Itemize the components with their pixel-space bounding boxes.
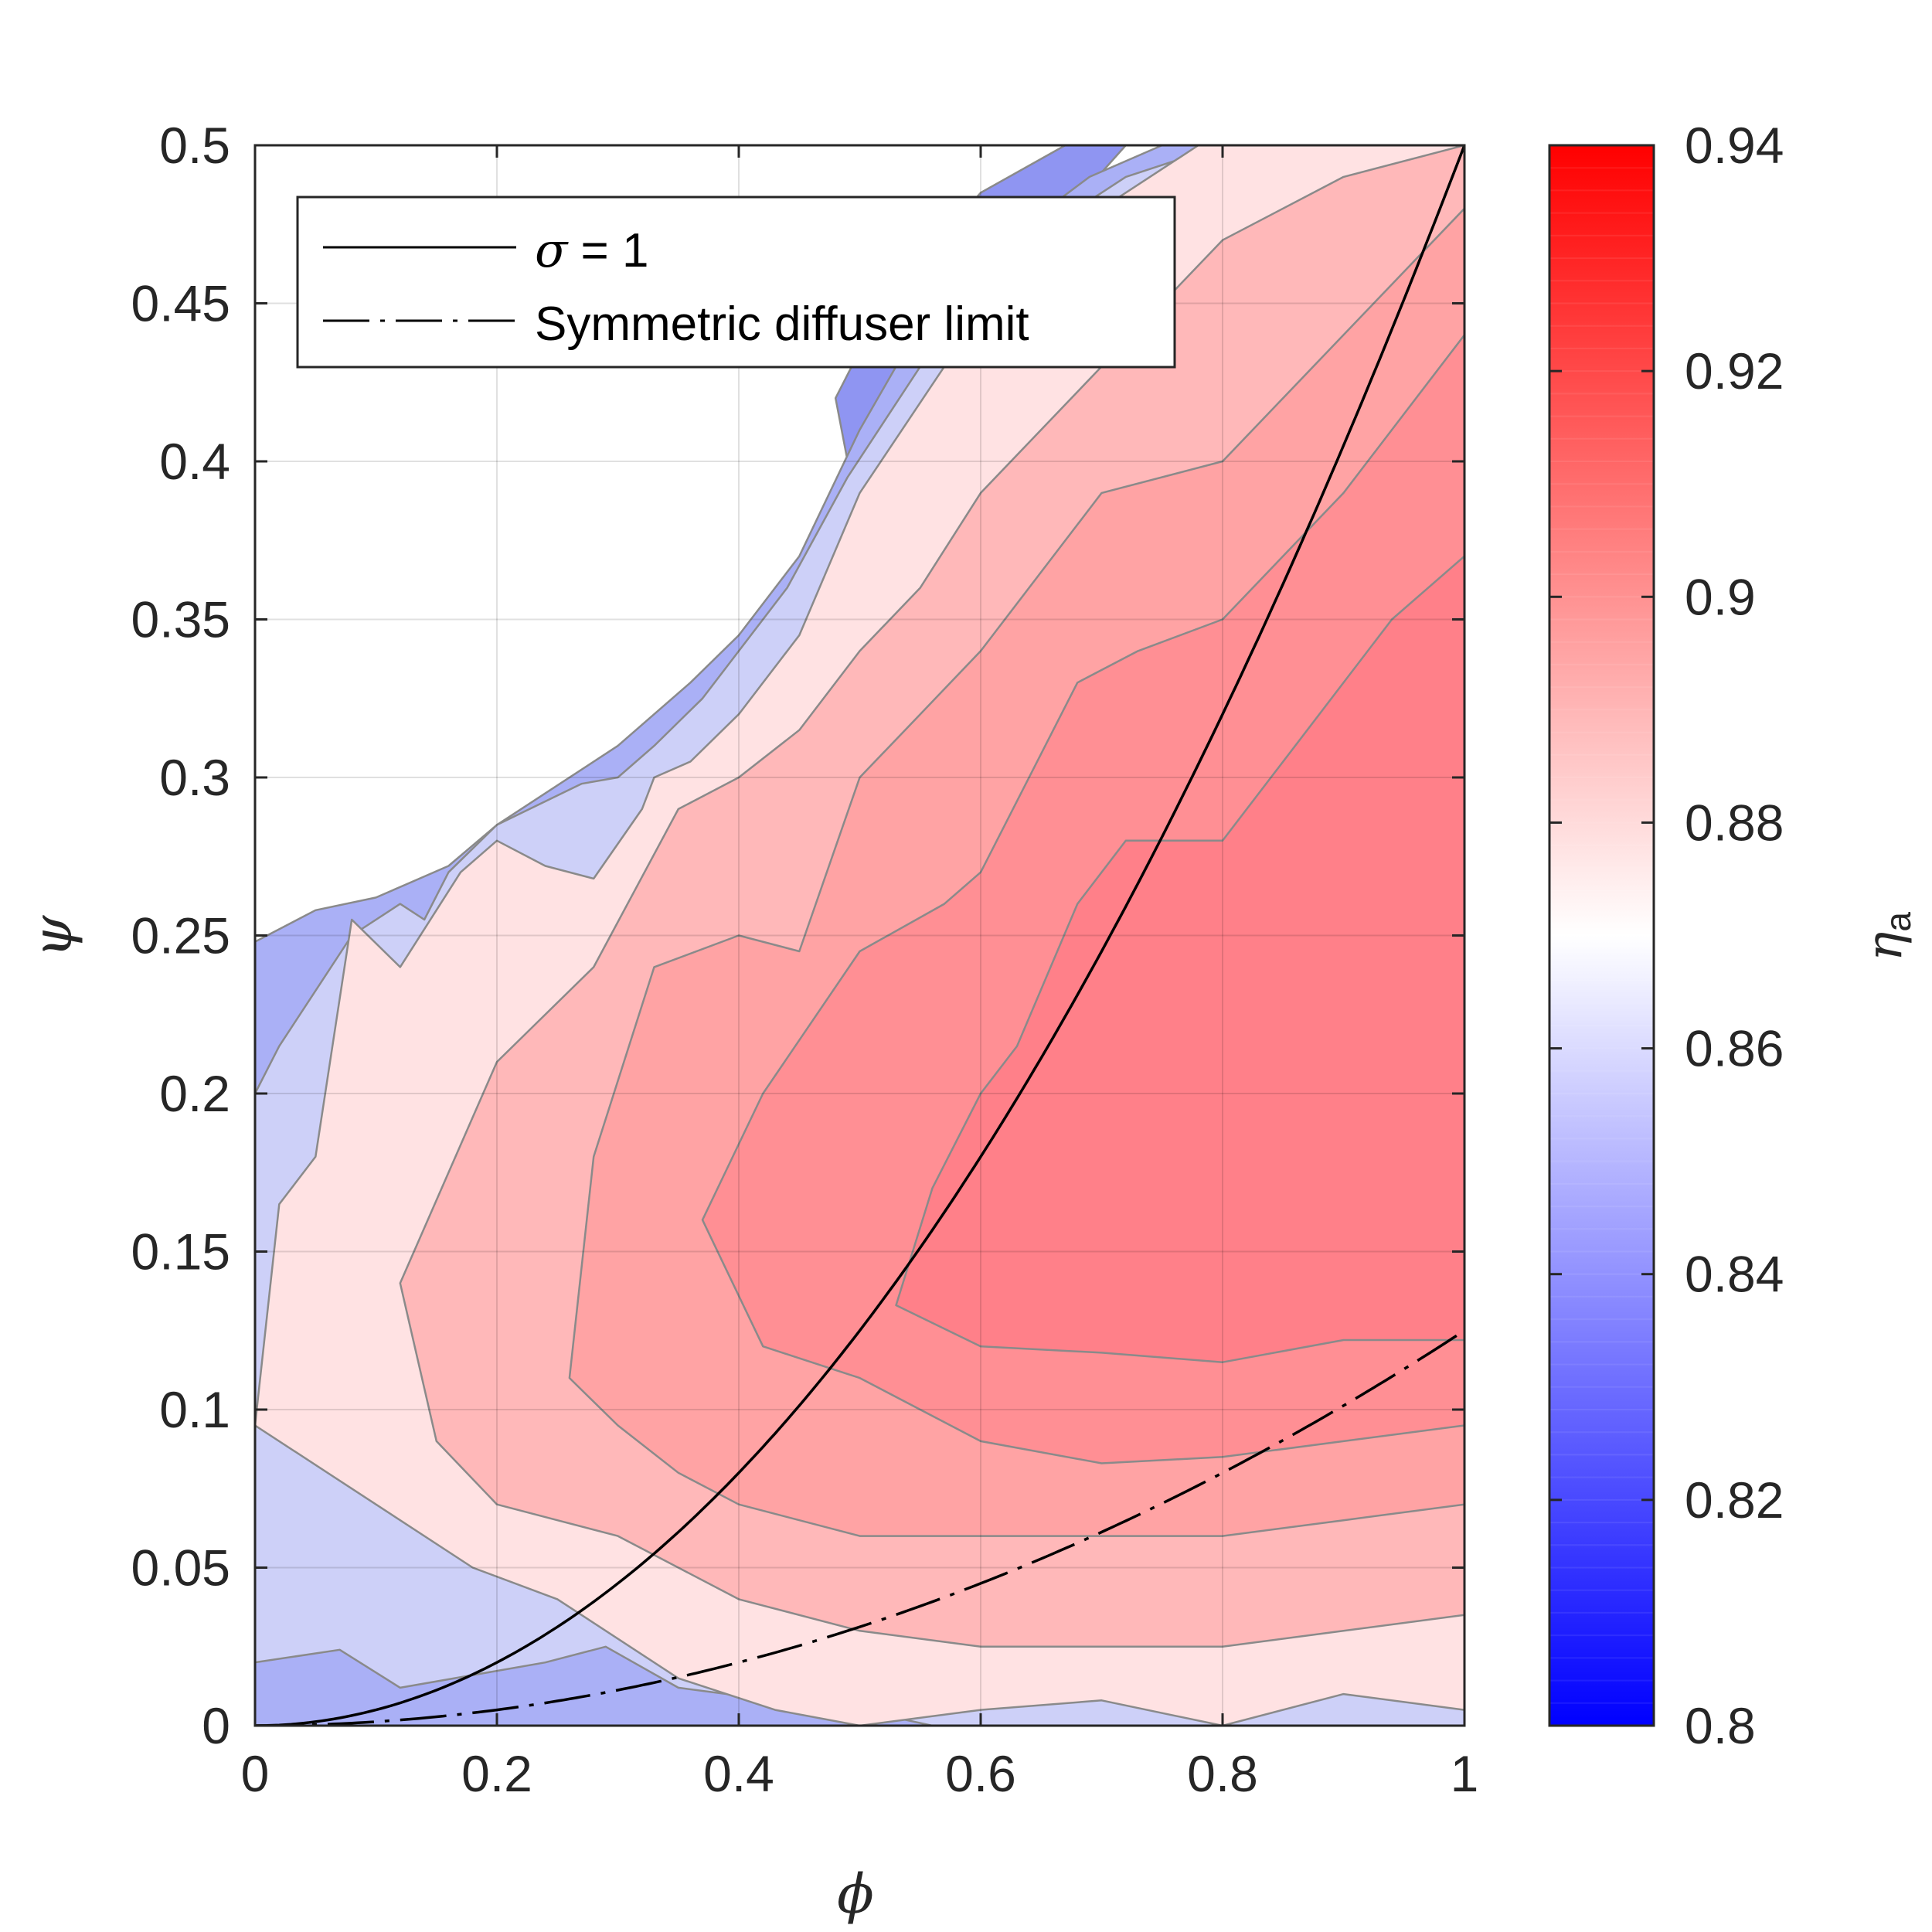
colorbar-tick-label-7: 0.94 [1685, 117, 1784, 174]
y-tick-label-8: 0.4 [159, 433, 230, 490]
series-line-symmetric-diffuser-limit [255, 1329, 1464, 1726]
colorbar-label-symbol: η [1856, 932, 1913, 961]
colorbar-tick-labels: 0.8 0.82 0.84 0.86 0.88 0.9 0.92 0.94 [1685, 117, 1784, 1754]
axis-ticks [253, 144, 1466, 1727]
y-axis-label: ψ [21, 914, 84, 957]
colorbar-label-subscript: a [1878, 912, 1918, 932]
colorbar-steps [1549, 167, 1654, 1704]
x-tick-label-3: 0.6 [945, 1745, 1016, 1802]
x-axis-label: ϕ [837, 1862, 874, 1926]
colorbar-fill [1549, 145, 1654, 1726]
contour-bands [255, 145, 1464, 1726]
series-line-sigma-1 [255, 145, 1464, 1726]
colorbar-tick-label-3: 0.86 [1685, 1020, 1784, 1077]
colorbar-tick-label-5: 0.9 [1685, 568, 1756, 625]
y-tick-label-7: 0.35 [131, 591, 230, 648]
y-tick-label-0: 0 [202, 1697, 230, 1754]
y-tick-label-5: 0.25 [131, 907, 230, 964]
y-tick-labels: 0 0.05 0.1 0.15 0.2 0.25 0.3 0.35 0.4 0.45 0.5 [131, 117, 230, 1754]
legend-entry-sigma: σ = 1 [535, 222, 648, 278]
y-tick-label-1: 0.05 [131, 1539, 230, 1597]
y-tick-label-2: 0.1 [159, 1381, 230, 1438]
legend-sigma-text: = 1 [567, 224, 648, 277]
legend-box [296, 196, 1176, 369]
x-tick-labels: 0 0.2 0.4 0.6 0.8 1 [241, 1745, 1479, 1802]
colorbar-tick-label-2: 0.84 [1685, 1246, 1784, 1303]
legend: σ = 1 Symmetric diffuser limit [296, 196, 1176, 369]
colorbar-label: ηa [1856, 912, 1918, 961]
y-tick-label-6: 0.3 [159, 749, 230, 806]
legend-entry-diffuser: Symmetric diffuser limit [535, 298, 1029, 351]
colorbar-tick-label-0: 0.8 [1685, 1697, 1756, 1754]
x-tick-label-2: 0.4 [703, 1745, 774, 1802]
data-series [255, 145, 1464, 1726]
colorbar-ticks [1549, 144, 1654, 1727]
colorbar-tick-label-6: 0.92 [1685, 342, 1784, 400]
y-tick-label-3: 0.15 [131, 1223, 230, 1281]
x-tick-label-0: 0 [241, 1745, 270, 1802]
y-tick-label-4: 0.2 [159, 1065, 230, 1122]
x-tick-label-5: 1 [1451, 1745, 1479, 1802]
x-tick-label-4: 0.8 [1187, 1745, 1258, 1802]
colorbar: 0.8 0.82 0.84 0.86 0.88 0.9 0.92 0.94 ηa [1548, 117, 1918, 1754]
colorbar-tick-label-1: 0.82 [1685, 1471, 1784, 1529]
y-tick-label-10: 0.5 [159, 117, 230, 174]
x-tick-label-1: 0.2 [461, 1745, 532, 1802]
colorbar-frame [1548, 144, 1655, 1727]
contour-band-0-91 [895, 555, 1464, 1363]
colorbar-tick-label-4: 0.88 [1685, 794, 1784, 851]
legend-sigma-symbol: σ [535, 222, 569, 278]
y-tick-label-9: 0.45 [131, 275, 230, 332]
